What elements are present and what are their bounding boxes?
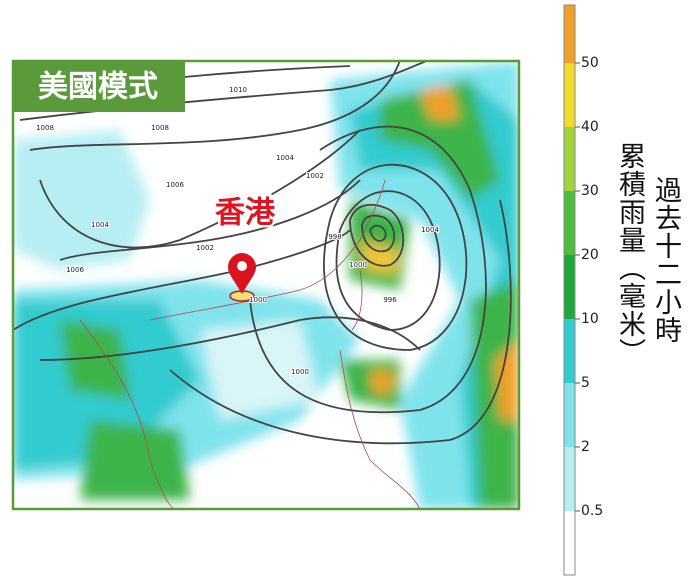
colorbar-tick-label: 30 [581,183,599,199]
isobar-label: 1000 [349,261,367,269]
isobar-label: 1004 [91,221,109,229]
marker-label: 香港 [215,196,276,231]
isobar-label: 996 [383,296,397,304]
legend: 0.5 2 5 10 20 30 40 50 [563,4,603,576]
colorbar-band [564,63,575,127]
map-border [11,59,521,511]
isobar-label: 1004 [421,226,439,234]
isobar-label: 1000 [249,296,267,304]
rain-field [13,61,519,509]
colorbar-tick-label: 5 [581,375,590,391]
colorbar-frame [563,4,576,576]
colorbar-band [564,191,575,255]
coastlines [79,179,421,509]
colorbar-band [564,383,575,447]
colorbar-tick-label: 20 [581,247,599,263]
isobar-label: 1002 [306,172,324,180]
colorbar-tick-label: 40 [581,119,599,135]
badge-text: 美國模式 [38,70,158,105]
isobar-label: 1010 [229,86,247,94]
isobar-label: 1006 [66,266,84,274]
colorbar-band [564,319,575,383]
isobar-label: 1006 [166,181,184,189]
colorbar-band [564,255,575,319]
badge-bg [12,62,185,112]
isobar-label: 998 [328,233,341,241]
colorbar-tick-label: 10 [581,311,599,327]
colorbar-band [564,447,575,511]
colorbar-band [564,511,575,575]
legend-title-line: 累積雨量（毫米） [614,142,645,366]
isobars [13,61,512,445]
isobar-label: 1002 [196,244,214,252]
legend-title-line: 過去十二小時 [650,176,681,344]
colorbar-tick-label: 0.5 [581,503,603,519]
colorbar-band [564,5,575,63]
location-marker [228,253,256,302]
colorbar-tick-label: 50 [581,55,599,71]
colorbar-band [564,127,575,191]
isobar-label: 1008 [36,124,54,132]
colorbar-tick-label: 2 [581,439,590,455]
isobar-label: 1004 [276,154,294,162]
isobar-label: 1000 [291,368,309,376]
isobar-label: 1008 [151,124,169,132]
